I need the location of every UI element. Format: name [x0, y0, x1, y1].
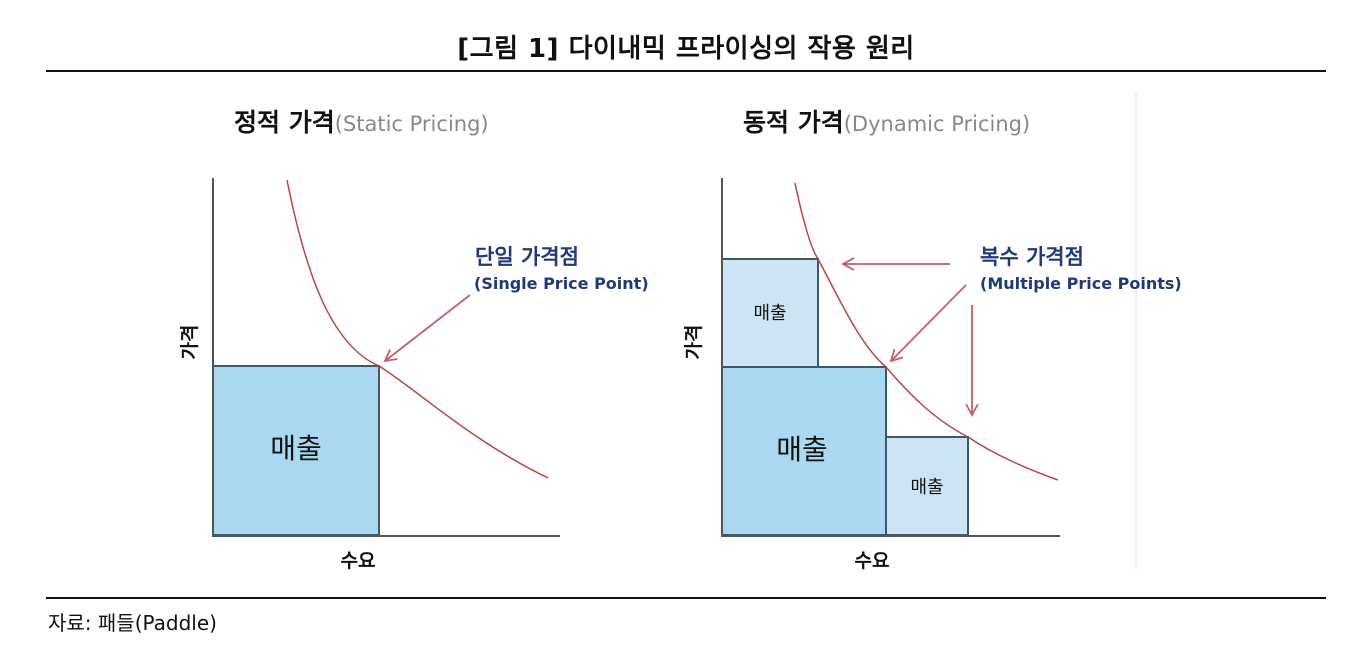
top-rule	[46, 70, 1326, 72]
dynamic-title-ko: 동적 가격	[743, 108, 844, 137]
source-note: 자료: 패들(Paddle)	[48, 611, 217, 635]
dynamic-title-en: (Dynamic Pricing)	[844, 112, 1030, 136]
static-revenue-label: 매출	[270, 432, 322, 465]
static-demand-curve	[286, 179, 549, 479]
dynamic-callout-ko: 복수 가격점	[980, 245, 1084, 269]
static-title: 정적 가격(Static Pricing)	[234, 108, 489, 137]
dynamic-y-label: 가격	[683, 325, 705, 360]
dynamic-revenue-box-lower	[885, 436, 969, 536]
static-title-ko: 정적 가격	[234, 108, 335, 137]
dynamic-callout-arrow-middle	[889, 284, 967, 363]
static-pricing-panel: 정적 가격(Static Pricing) 매출 가격 수요 단일 가격점 (S…	[179, 108, 649, 572]
dynamic-title: 동적 가격(Dynamic Pricing)	[743, 108, 1030, 137]
dynamic-revenue-label-main: 매출	[776, 433, 828, 466]
static-y-label: 가격	[179, 325, 201, 360]
static-callout-en: (Single Price Point)	[474, 274, 649, 293]
static-callout-arrow	[383, 294, 471, 363]
dynamic-x-label: 수요	[855, 550, 890, 572]
dynamic-pricing-panel: 동적 가격(Dynamic Pricing) 매출 매출 매출 가격 수요 복수…	[683, 108, 1182, 572]
dynamic-callout-en: (Multiple Price Points)	[980, 274, 1182, 293]
dynamic-revenue-label-upper: 매출	[753, 303, 786, 324]
static-revenue-box	[212, 365, 380, 536]
figure-title: [그림 1] 다이내믹 프라이싱의 작용 원리	[457, 34, 915, 64]
static-title-en: (Static Pricing)	[335, 112, 489, 136]
dynamic-demand-curve	[794, 182, 1059, 481]
static-callout-ko: 단일 가격점	[475, 245, 579, 269]
bottom-rule	[46, 597, 1326, 599]
static-x-label: 수요	[341, 550, 376, 572]
dynamic-revenue-label-lower: 매출	[910, 477, 943, 498]
